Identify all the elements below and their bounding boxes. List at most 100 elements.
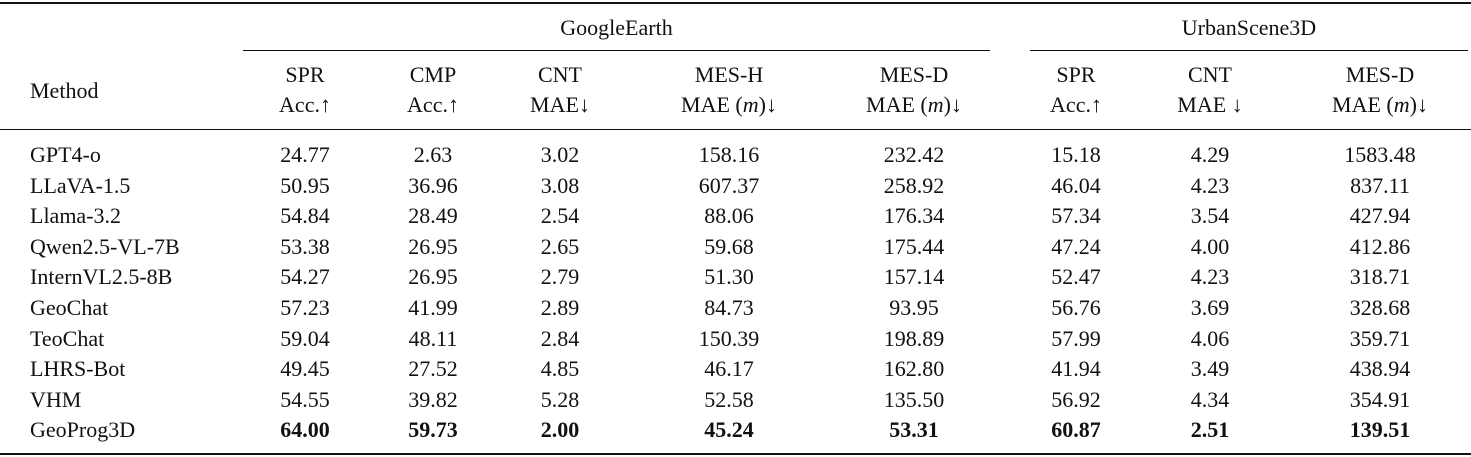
cell-value: 3.02 xyxy=(540,142,580,167)
cell-value: 49.45 xyxy=(280,356,330,382)
column-metric: Acc.↑ xyxy=(407,94,459,116)
metric-text: MAE ( xyxy=(866,92,928,117)
cell-value: 175.44 xyxy=(883,233,945,259)
cell-value: 59.73 xyxy=(408,417,458,443)
group-rule xyxy=(1030,50,1468,51)
cell-value: 157.14 xyxy=(883,264,945,290)
cell-value: 162.80 xyxy=(883,356,945,382)
method-header: Method xyxy=(30,78,99,103)
column-header: CMP xyxy=(409,62,457,87)
cell-value: 354.91 xyxy=(1349,386,1411,412)
cell-value: 46.17 xyxy=(704,356,754,382)
cell-value: 51.30 xyxy=(704,264,754,290)
cell-value: 48.11 xyxy=(408,325,458,351)
metric-text: )↓ xyxy=(1409,92,1428,117)
cell-value: 54.84 xyxy=(280,203,330,229)
cell-value: 54.55 xyxy=(280,386,330,412)
cell-value: 2.84 xyxy=(540,325,580,351)
cell-value: 56.76 xyxy=(1051,295,1101,320)
cell-value: 59.04 xyxy=(280,325,330,351)
unit-variable: m xyxy=(742,92,759,117)
cell-value: 53.31 xyxy=(889,417,939,443)
method-name: Qwen2.5-VL-7B xyxy=(30,233,180,259)
cell-value: 27.52 xyxy=(408,356,458,382)
cell-value: 26.95 xyxy=(408,233,458,259)
cell-value: 4.00 xyxy=(1190,233,1230,259)
cell-value: 3.54 xyxy=(1190,203,1230,229)
column-metric: Acc.↑ xyxy=(279,94,331,116)
group-rule xyxy=(243,50,990,51)
cell-value: 26.95 xyxy=(408,264,458,290)
bottom-rule xyxy=(0,453,1471,455)
cell-value: 54.27 xyxy=(280,264,330,290)
cell-value: 64.00 xyxy=(280,417,330,443)
group-header: UrbanScene3D xyxy=(1181,15,1317,40)
cell-value: 158.16 xyxy=(698,142,760,167)
metric-text: MAE ( xyxy=(681,92,743,117)
cell-value: 427.94 xyxy=(1349,203,1411,229)
cell-value: 328.68 xyxy=(1349,295,1411,320)
method-name: Llama-3.2 xyxy=(30,203,122,229)
cell-value: 176.34 xyxy=(883,203,945,229)
unit-variable: m xyxy=(927,92,944,117)
cell-value: 3.08 xyxy=(540,172,580,198)
mid-rule xyxy=(0,129,1471,130)
method-name: LLaVA-1.5 xyxy=(30,172,131,198)
cell-value: 2.65 xyxy=(540,233,580,259)
cell-value: 3.69 xyxy=(1190,295,1230,320)
cell-value: 438.94 xyxy=(1349,356,1411,382)
cell-value: 2.00 xyxy=(540,417,580,443)
cell-value: 50.95 xyxy=(280,172,330,198)
column-header: CNT xyxy=(1188,62,1232,87)
method-name: InternVL2.5-8B xyxy=(30,264,173,290)
column-metric: MAE (m)↓ xyxy=(681,94,777,116)
cell-value: 4.34 xyxy=(1190,386,1230,412)
cell-value: 4.29 xyxy=(1190,142,1230,167)
column-header: MES-D xyxy=(879,62,949,87)
cell-value: 4.23 xyxy=(1190,172,1230,198)
cell-value: 4.85 xyxy=(540,356,580,382)
column-header: SPR xyxy=(285,62,325,87)
cell-value: 150.39 xyxy=(698,325,760,351)
group-header: GoogleEarth xyxy=(560,15,673,40)
metric-text: MAE↓ xyxy=(530,92,590,117)
cell-value: 39.82 xyxy=(408,386,458,412)
top-rule xyxy=(0,2,1471,4)
cell-value: 60.87 xyxy=(1051,417,1101,443)
cell-value: 2.54 xyxy=(540,203,580,229)
method-name: VHM xyxy=(30,386,82,412)
method-name: GPT4-o xyxy=(30,142,101,167)
cell-value: 232.42 xyxy=(883,142,945,167)
cell-value: 4.23 xyxy=(1190,264,1230,290)
column-header: SPR xyxy=(1056,62,1096,87)
column-metric: MAE (m)↓ xyxy=(1332,94,1428,116)
cell-value: 837.11 xyxy=(1350,172,1410,198)
column-header: CNT xyxy=(538,62,582,87)
cell-value: 57.99 xyxy=(1051,325,1101,351)
cell-value: 24.77 xyxy=(280,142,330,167)
cell-value: 359.71 xyxy=(1349,325,1411,351)
cell-value: 139.51 xyxy=(1349,417,1411,443)
cell-value: 607.37 xyxy=(698,172,760,198)
cell-value: 2.63 xyxy=(413,142,453,167)
cell-value: 2.89 xyxy=(540,295,580,320)
cell-value: 88.06 xyxy=(704,203,754,229)
cell-value: 198.89 xyxy=(883,325,945,351)
cell-value: 46.04 xyxy=(1051,172,1101,198)
metric-text: MAE ↓ xyxy=(1177,92,1243,117)
column-metric: MAE↓ xyxy=(530,94,590,116)
cell-value: 3.49 xyxy=(1190,356,1230,382)
cell-value: 412.86 xyxy=(1349,233,1411,259)
cell-value: 53.38 xyxy=(280,233,330,259)
cell-value: 57.23 xyxy=(280,295,330,320)
cell-value: 4.06 xyxy=(1190,325,1230,351)
cell-value: 2.51 xyxy=(1190,417,1230,443)
metric-text: Acc.↑ xyxy=(279,92,331,117)
cell-value: 52.47 xyxy=(1051,264,1101,290)
cell-value: 45.24 xyxy=(704,417,754,443)
cell-value: 258.92 xyxy=(883,172,945,198)
cell-value: 2.79 xyxy=(540,264,580,290)
cell-value: 28.49 xyxy=(408,203,458,229)
column-header: MES-D xyxy=(1345,62,1415,87)
